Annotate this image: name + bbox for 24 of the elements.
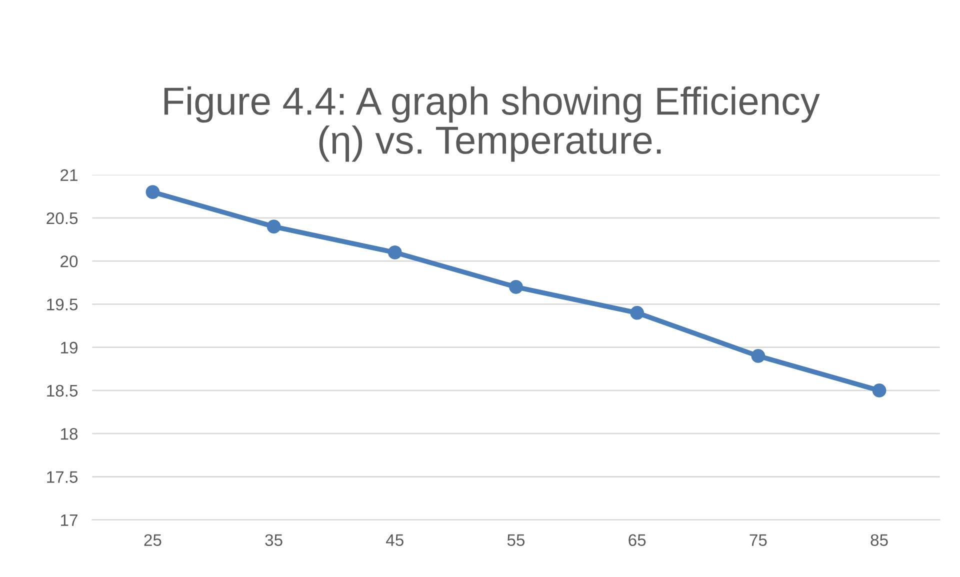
y-tick-label: 17.5	[47, 471, 78, 483]
point	[266, 220, 281, 234]
y-tick-label: 20	[60, 255, 78, 268]
point	[630, 306, 644, 320]
point	[146, 185, 160, 200]
y-tick-label: 19	[61, 342, 78, 354]
y-tick-label: 18.5	[47, 384, 78, 397]
y-tick-label: 18	[61, 428, 78, 440]
x-tick-label: 35	[265, 534, 282, 546]
x-tick-label: 75	[750, 534, 767, 546]
y-tick-label: 17	[61, 514, 78, 526]
x-tick-label: 55	[507, 534, 525, 546]
point	[388, 246, 402, 260]
y-tick-label: 20.5	[46, 212, 78, 224]
x-tick-label: 85	[870, 534, 888, 546]
x-tick-label: 65	[628, 534, 646, 546]
chart-title: Figure 4.4: A graph showing Efficiency (η) vs. Temperature.	[164, 86, 820, 162]
y-tick-label: 19.5	[47, 298, 78, 310]
point	[751, 349, 766, 363]
point	[509, 280, 523, 294]
x-tick-label: 25	[144, 534, 162, 546]
point	[872, 384, 886, 398]
y-tick-label: 21	[60, 169, 78, 181]
x-tick-label: 45	[386, 534, 404, 546]
